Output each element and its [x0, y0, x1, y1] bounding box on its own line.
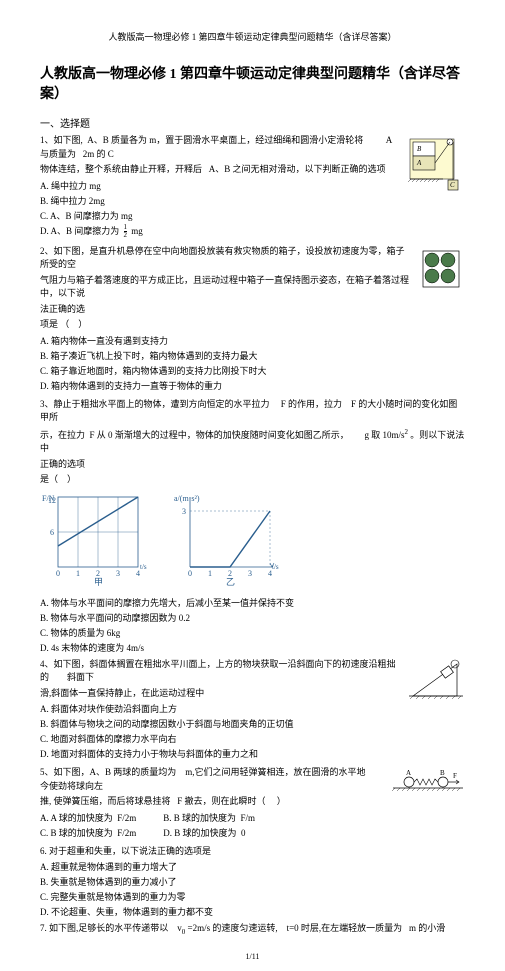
q5-text: 推, 使弹簧压缩，而后将球悬挂将 [40, 796, 171, 806]
q2-optC: C. 箱子靠近地面时，箱内物体遇到的支持力比刚投下时大 [40, 364, 465, 377]
chart-q3-right: a/(m·s²) 3 0 1 2 3 4 t/s 乙 [172, 491, 282, 586]
svg-text:6: 6 [50, 528, 54, 537]
q6-optB: B. 失重就是物体遇到的重力减小了 [40, 875, 465, 888]
q1-text: 物体连结，整个系统由静止开释，开释后 [40, 164, 202, 174]
page-header: 人教版高一物理必修 1 第四章牛顿运动定律典型问题精华（含详尽答案） [40, 30, 465, 43]
q2-optD: D. 箱内物体遇到的支持力一直等于物体的重力 [40, 379, 465, 392]
svg-text:a/(m·s²): a/(m·s²) [174, 494, 200, 503]
q4-text: 斜面下 [67, 672, 94, 682]
svg-text:C: C [450, 181, 455, 189]
q6-optD: D. 不论超重、失重，物体遇到的重力都不变 [40, 905, 465, 918]
q1-text: 1、如下图, [40, 135, 83, 145]
figure-q5: A B F [391, 766, 465, 796]
q1-optD: D. A、B 间摩擦力为 1 2 mg [40, 224, 465, 239]
q5-text: F 撤去，则在此瞬时（ [177, 796, 265, 806]
q3-optC: C. 物体的质量为 6kg [40, 626, 465, 639]
q2-optB: B. 箱子凑近飞机上投下时，箱内物体遇到的支持力最大 [40, 349, 465, 362]
q1-optC: C. A、B 间摩擦力为 mg [40, 209, 465, 222]
q6-text: 6. 对于超重和失重，以下说法正确的选项是 [40, 845, 465, 859]
q5-text: m,它们之间用轻弹簧相连，放在圆滑的水平地 [185, 767, 365, 777]
q4-optA: A. 斜面体对块作使劲沿斜面向上方 [40, 702, 465, 715]
q3-optD: D. 4s 末物体的速度为 4m/s [40, 641, 465, 654]
svg-text:甲: 甲 [94, 577, 103, 586]
q7-text: t=0 时层,在左端轻放一质量为 [287, 923, 403, 933]
q5-text: 今使劲将球向左 [40, 781, 103, 791]
q1-optB: B. 绳中拉力 2mg [40, 194, 465, 207]
q5-opts-row2: C. B 球的加快度为 F/2m D. B 球的加快度为 0 [40, 826, 465, 839]
svg-text:t/s: t/s [272, 563, 279, 571]
q4-text: 滑,斜面体一直保持静止，在此运动过程中 [40, 687, 465, 701]
q5-text: ） [277, 796, 286, 806]
section-heading: 一、选择题 [40, 115, 465, 130]
q5-opts-row1: A. A 球的加快度为 F/2m B. B 球的加快度为 F/m [40, 811, 465, 824]
figure-q4 [409, 658, 465, 702]
q3-text: F 的作用，拉力 [281, 399, 342, 409]
svg-text:乙: 乙 [226, 577, 235, 586]
q5-text: 5、如下图，A、B 两球的质量均为 [40, 767, 176, 777]
q1-text: 2m 的 C [83, 149, 114, 159]
q3-optA: A. 物体与水平面间的摩擦力先增大，后减小至某一值并保持不变 [40, 596, 465, 609]
svg-text:A: A [406, 769, 411, 777]
svg-text:B: B [417, 145, 422, 153]
q4-optD: D. 地面对斜面体的支持力小于物块与斜面体的重力之和 [40, 747, 465, 760]
q1-optA: A. 绳中拉力 mg [40, 179, 465, 192]
page-footer: 1/11 [40, 952, 465, 961]
svg-text:B: B [440, 769, 445, 777]
svg-text:12: 12 [48, 496, 56, 505]
q7-text: m 的小滑 [409, 923, 445, 933]
q2-text: 法正确的选 [40, 303, 465, 317]
q6-optC: C. 完整失重就是物体遇到的重力为零 [40, 890, 465, 903]
svg-text:3: 3 [182, 507, 186, 516]
svg-text:1: 1 [208, 569, 212, 578]
q2-text: 气阻力与箱子着落速度的平方成正比，且运动过程中箱子一直保持图示姿态，在箱子着落过… [40, 274, 465, 301]
q3-text: 3、静止于粗拙水平面上的物体，遭到方向恒定的水平拉力 [40, 399, 270, 409]
q4-optB: B. 斜面体与物块之间的动摩擦因数小于斜面与地面夹角的正切值 [40, 717, 465, 730]
q4-optC: C. 地面对斜面体的摩擦力水平向右 [40, 732, 465, 745]
svg-text:t/s: t/s [140, 563, 147, 571]
q3-optB: B. 物体与水平面间的动摩擦因数为 0.2 [40, 611, 465, 624]
svg-text:A: A [416, 159, 422, 167]
figure-q2 [417, 245, 465, 293]
q2-text: 项是 （ ） [40, 318, 465, 332]
q2-text: 2、如下图，是直升机悬停在空中向地面投放装有救灾物质的箱子，设投放初速度为零，箱… [40, 245, 465, 272]
q2-optA: A. 箱内物体一直没有遇到支持力 [40, 334, 465, 347]
svg-text:3: 3 [116, 569, 120, 578]
q7-text: =2m/s 的速度匀速运转, [188, 923, 278, 933]
svg-text:3: 3 [248, 569, 252, 578]
main-title: 人教版高一物理必修 1 第四章牛顿运动定律典型问题精华（含详尽答案） [40, 63, 465, 103]
q3-text: 示，在拉力 [40, 430, 85, 440]
q7-text: 7. 如下图,足够长的水平传递带以 [40, 923, 168, 933]
q3-text: 正确的选项 [40, 458, 465, 472]
q6-optA: A. 超重就是物体遇到的重力增大了 [40, 860, 465, 873]
figure-q1: B A C [405, 134, 465, 194]
q1-text: A、B 质量各为 m，置于圆滑水平桌面上，经过细绳和圆滑小定滑轮将 [87, 135, 363, 145]
chart-q3-left: F/N 12 6 0 1 2 3 4 t/s 甲 [40, 491, 150, 586]
q3-text: F 从 0 渐渐增大的过程中，物体的加快度随时间变化如图乙所示， [90, 430, 349, 440]
q3-text: g 取 10m/s [365, 430, 405, 440]
svg-text:0: 0 [188, 569, 192, 578]
svg-text:1: 1 [76, 569, 80, 578]
svg-text:F: F [453, 772, 457, 780]
svg-text:0: 0 [56, 569, 60, 578]
